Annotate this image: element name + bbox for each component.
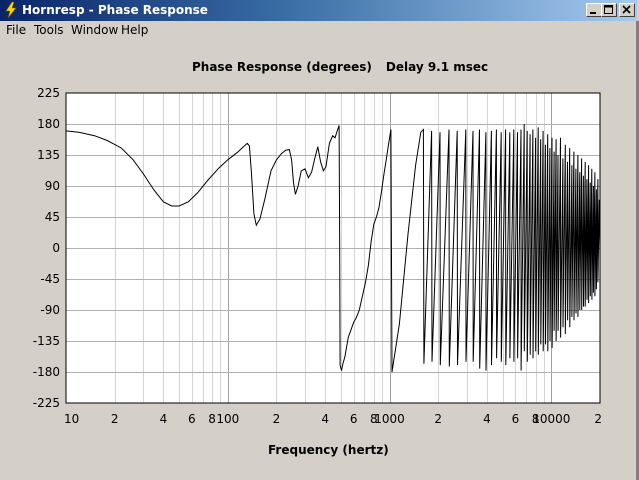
window-right-edge (636, 21, 639, 480)
x-tick-label: 10000 (532, 412, 570, 426)
grid-layer (66, 93, 600, 403)
maximize-icon (604, 5, 613, 14)
y-tick-label: 45 (45, 210, 60, 224)
maximize-button[interactable] (601, 3, 617, 17)
y-tick-label: 180 (37, 117, 60, 131)
menu-help[interactable]: Help (121, 23, 149, 37)
x-tick-label: 8 (532, 412, 540, 426)
x-tick-label: 1000 (374, 412, 405, 426)
x-tick-label: 8 (208, 412, 216, 426)
y-tick-label: 225 (37, 86, 60, 100)
y-tick-labels: 225 180 135 90 45 0 -45 -90 -135 -180 -225 (33, 86, 60, 410)
menu-file[interactable]: File (6, 23, 27, 37)
close-button[interactable] (619, 3, 635, 17)
minimize-icon (590, 12, 596, 14)
x-tick-label: 4 (160, 412, 168, 426)
x-tick-label: 2 (111, 412, 119, 426)
x-tick-label: 4 (483, 412, 491, 426)
phase-curve (65, 123, 601, 373)
window-title: Hornresp - Phase Response (22, 3, 208, 17)
chart-title-delay: Delay 9.1 msec (385, 60, 489, 74)
close-icon (622, 5, 631, 14)
x-tick-label: 2 (594, 412, 602, 426)
x-tick-label: 10 (64, 412, 79, 426)
y-tick-label: 0 (52, 241, 60, 255)
y-tick-label: -180 (33, 365, 60, 379)
x-tick-label: 100 (216, 412, 239, 426)
chart-title: Phase Response (degrees) Delay 9.1 msec (192, 60, 488, 74)
x-tick-label: 2 (273, 412, 281, 426)
y-tick-label: 90 (45, 179, 60, 193)
x-tick-label: 6 (350, 412, 358, 426)
x-axis-title: Frequency (hertz) (268, 443, 389, 457)
x-tick-label: 8 (370, 412, 378, 426)
y-tick-label: -225 (33, 396, 60, 410)
y-tick-label: -90 (40, 303, 60, 317)
y-tick-label: -45 (40, 272, 60, 286)
menu-tools[interactable]: Tools (34, 23, 64, 37)
y-tick-label: 135 (37, 148, 60, 162)
menu-bar: File Tools Window Help (0, 21, 639, 39)
x-tick-label: 6 (512, 412, 520, 426)
menu-window[interactable]: Window (71, 23, 119, 37)
x-tick-label: 4 (321, 412, 329, 426)
chart-title-main: Phase Response (degrees) (192, 60, 372, 74)
lightning-icon (5, 2, 17, 18)
x-tick-label: 6 (188, 412, 196, 426)
y-tick-label: -135 (33, 334, 60, 348)
x-tick-label: 2 (434, 412, 442, 426)
title-bar[interactable]: Hornresp - Phase Response (0, 0, 639, 21)
